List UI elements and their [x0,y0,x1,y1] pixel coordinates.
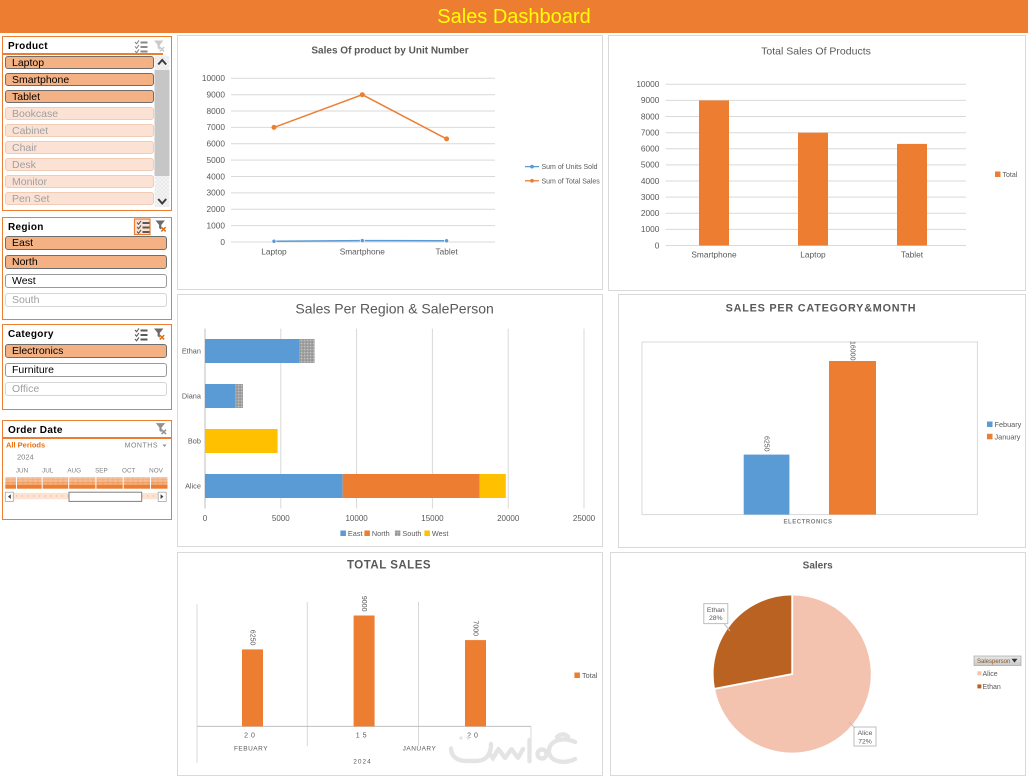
svg-text:Tablet: Tablet [436,247,459,257]
svg-text:1000: 1000 [207,220,226,230]
svg-text:7000: 7000 [641,128,660,138]
svg-text:JUN: JUN [16,468,29,475]
svg-text:20000: 20000 [497,514,520,523]
svg-text:SALES PER CATEGORY&MONTH: SALES PER CATEGORY&MONTH [726,302,917,314]
svg-text:Alice: Alice [983,671,998,678]
svg-text:10000: 10000 [202,73,225,83]
svg-text:2000: 2000 [207,204,226,214]
svg-text:25000: 25000 [573,514,596,523]
svg-text:North: North [372,529,390,538]
svg-text:January: January [995,432,1021,441]
svg-text:All Periods: All Periods [6,441,45,450]
svg-text:Laptop: Laptop [800,250,826,260]
svg-text:6000: 6000 [207,139,226,149]
svg-text:7000: 7000 [207,122,226,132]
svg-text:Total: Total [582,671,598,680]
svg-text:Diana: Diana [182,392,202,401]
svg-text:Febuary: Febuary [995,420,1022,429]
svg-text:Alice: Alice [858,730,873,737]
svg-text:6000: 6000 [641,144,660,154]
svg-text:10000: 10000 [345,514,368,523]
svg-text:JUL: JUL [42,468,54,475]
svg-text:16000: 16000 [849,341,856,361]
svg-text:Alice: Alice [185,482,201,491]
svg-text:2000: 2000 [641,208,660,218]
svg-text:Sum of Total Sales: Sum of Total Sales [542,178,601,185]
svg-text:9000: 9000 [207,90,226,100]
svg-text:5000: 5000 [207,155,226,165]
svg-text:South: South [402,529,421,538]
svg-text:ELECTRONICS: ELECTRONICS [783,520,832,526]
svg-text:2024: 2024 [17,453,34,462]
svg-text:0: 0 [220,237,225,247]
svg-text:AUG: AUG [67,468,81,475]
svg-text:Smartphone: Smartphone [691,250,737,260]
svg-text:4000: 4000 [207,171,226,181]
svg-text:15: 15 [356,733,370,740]
svg-text:28%: 28% [709,615,723,622]
svg-text:West: West [432,529,449,538]
svg-text:8000: 8000 [641,111,660,121]
svg-text:Laptop: Laptop [261,247,287,257]
svg-text:JANUARY: JANUARY [403,746,437,753]
svg-text:Bob: Bob [188,437,201,446]
svg-text:Salers: Salers [803,561,833,572]
svg-text:FEBUARY: FEBUARY [234,746,268,753]
svg-text:10000: 10000 [636,79,659,89]
svg-text:4000: 4000 [641,176,660,186]
svg-text:72%: 72% [858,739,872,746]
svg-text:6250: 6250 [763,436,770,452]
svg-text:15000: 15000 [421,514,444,523]
svg-text:0: 0 [203,514,208,523]
svg-text:6250: 6250 [249,630,256,646]
svg-text:Ethan: Ethan [707,607,725,614]
svg-text:OCT: OCT [122,468,135,475]
svg-text:2024: 2024 [353,759,371,766]
svg-text:5000: 5000 [641,160,660,170]
svg-text:9000: 9000 [360,596,367,612]
svg-text:Total: Total [1003,172,1018,179]
svg-text:9000: 9000 [641,95,660,105]
svg-text:Ethan: Ethan [182,347,201,356]
svg-text:Ethan: Ethan [983,684,1001,691]
svg-text:TOTAL SALES: TOTAL SALES [347,559,431,571]
svg-text:20: 20 [467,733,481,740]
svg-text:20: 20 [244,733,258,740]
svg-text:MONTHS: MONTHS [125,443,158,450]
svg-text:NOV: NOV [149,468,163,475]
svg-text:8000: 8000 [207,106,226,116]
svg-text:3000: 3000 [641,192,660,202]
svg-text:Sum of Units Sold: Sum of Units Sold [542,164,598,171]
svg-text:Total Sales Of Products: Total Sales Of Products [761,46,871,58]
svg-text:SEP: SEP [95,468,108,475]
svg-text:7000: 7000 [472,621,479,637]
svg-text:3000: 3000 [207,188,226,198]
svg-text:Sales Per Region & SalePerson: Sales Per Region & SalePerson [295,301,493,317]
svg-text:East: East [348,529,363,538]
svg-text:0: 0 [655,240,660,250]
svg-text:Tablet: Tablet [901,250,924,260]
svg-text:1000: 1000 [641,224,660,234]
svg-text:Smartphone: Smartphone [340,247,386,257]
svg-text:Salesperson: Salesperson [977,659,1010,665]
svg-text:5000: 5000 [272,514,290,523]
svg-text:Sales Of product by Unit Numbe: Sales Of product by Unit Number [311,46,468,57]
